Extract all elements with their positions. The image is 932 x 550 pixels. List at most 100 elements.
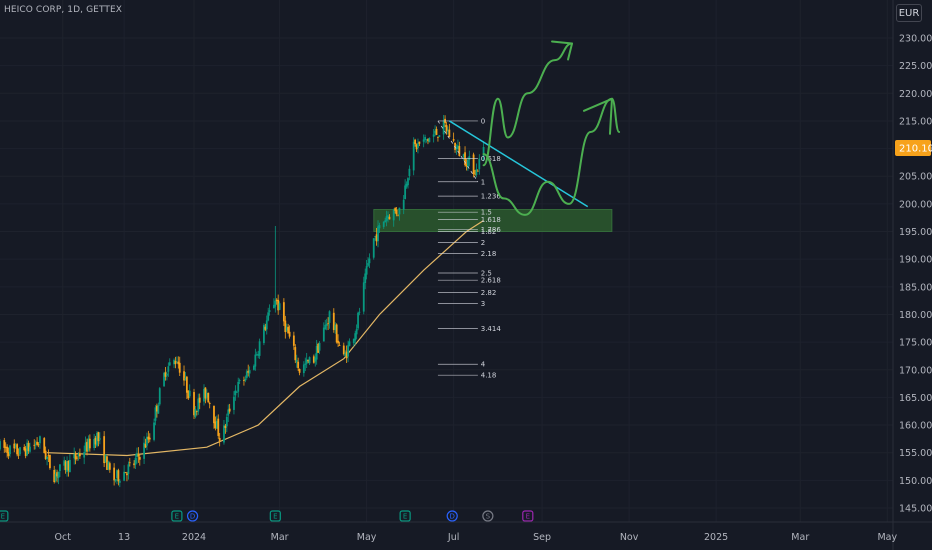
candle-body <box>472 154 475 174</box>
trendline[interactable] <box>448 120 589 208</box>
currency-button[interactable]: EUR <box>896 4 922 22</box>
candles <box>0 114 485 488</box>
candle-body <box>395 209 398 215</box>
event-marker[interactable]: E <box>0 510 9 522</box>
time-tick-label: Oct <box>55 532 72 543</box>
candle-body <box>215 420 218 429</box>
candle-body <box>288 331 291 337</box>
candle-body <box>462 154 465 157</box>
price-tick-label: 175.00 <box>899 338 932 349</box>
candle-body <box>203 388 205 402</box>
symbol-title: HEICO CORP, 1D, GETTEX <box>4 5 123 15</box>
fib-level-label: 3 <box>481 300 485 308</box>
candle-body <box>314 357 317 362</box>
candle-body <box>114 479 117 481</box>
candle-body <box>365 266 368 275</box>
last-price-label: 210.10 <box>899 144 932 155</box>
candle-body <box>318 342 321 351</box>
support-zone[interactable] <box>373 209 613 232</box>
candle-body <box>238 380 241 381</box>
candle-body <box>258 341 261 356</box>
fib-level-label: 2 <box>481 239 485 247</box>
candle-body <box>245 371 248 378</box>
candle-body <box>287 326 290 334</box>
candle-body <box>106 456 108 470</box>
candle-body <box>347 345 349 357</box>
candle-body <box>24 448 27 456</box>
time-tick-label: May <box>357 532 377 543</box>
price-tick-label: 230.00 <box>899 34 932 45</box>
candle-body <box>37 444 40 446</box>
candle-body <box>39 436 41 444</box>
time-tick-label: 13 <box>118 532 130 543</box>
candle-body <box>377 226 379 242</box>
candle-body <box>263 325 265 344</box>
candle-body <box>84 442 87 452</box>
candle-body <box>302 364 305 374</box>
arrowhead <box>551 40 574 61</box>
candle-body <box>405 183 408 187</box>
event-marker[interactable]: D <box>186 510 199 522</box>
event-marker-label: E <box>526 513 530 521</box>
candle-body <box>352 338 355 344</box>
candle-body <box>218 437 221 442</box>
event-marker[interactable]: E <box>269 510 281 522</box>
event-marker-label: S <box>486 513 491 521</box>
candle-body <box>378 225 381 229</box>
candle-body <box>382 221 385 227</box>
fib-level-label: 0 <box>481 117 485 125</box>
time-axis[interactable]: Oct 13 2024 Mar May Jul Sep Nov 2025 Mar May <box>55 532 898 543</box>
price-tick-label: 155.00 <box>899 448 932 459</box>
candle-body <box>113 467 116 481</box>
candle-body <box>372 238 375 258</box>
event-marker[interactable]: S <box>482 510 494 522</box>
candle-body <box>168 362 171 366</box>
candle-body <box>274 300 277 307</box>
candle-body <box>368 258 371 264</box>
projection-drawings[interactable] <box>482 40 621 216</box>
price-tick-label: 165.00 <box>899 393 932 404</box>
candle-body <box>304 363 307 365</box>
fib-level-label: 1 <box>481 178 485 186</box>
candle-body <box>404 185 407 200</box>
candle-body <box>247 370 250 373</box>
fib-level-label: 4.18 <box>481 372 497 380</box>
event-marker[interactable]: E <box>522 510 534 522</box>
candle-body <box>127 464 130 474</box>
support-zone-rect[interactable] <box>373 209 613 232</box>
candle-body <box>407 178 409 186</box>
candle-body <box>332 312 335 330</box>
event-marker[interactable]: D <box>446 510 458 522</box>
candle-body <box>442 120 445 135</box>
candle-body <box>234 390 237 396</box>
event-marker[interactable]: E <box>171 510 183 522</box>
candle-body <box>123 471 126 481</box>
candle-body <box>374 236 377 238</box>
candle-body <box>228 408 231 412</box>
candle-body <box>465 164 468 167</box>
candle-body <box>225 416 228 427</box>
time-tick-label: Mar <box>271 532 289 543</box>
candle-body <box>278 303 281 310</box>
fib-level-label: 2.5 <box>481 270 492 278</box>
candle-body <box>417 143 419 148</box>
event-marker[interactable]: E <box>399 510 411 522</box>
candle-body <box>435 128 438 135</box>
projection-path[interactable] <box>482 42 573 167</box>
candle-body <box>358 311 361 313</box>
price-axis[interactable]: 145.00 150.00 155.00 160.00 165.00 170.00 175.… <box>899 34 932 515</box>
candle-body <box>19 447 21 455</box>
candle-body <box>224 425 227 428</box>
trendline-line[interactable] <box>448 120 589 208</box>
candle-body <box>29 446 31 452</box>
candle-body <box>156 405 158 412</box>
candle-body <box>334 325 337 331</box>
candle-body <box>207 392 210 403</box>
candle-body <box>116 470 118 478</box>
candle-body <box>128 462 131 464</box>
candle-body <box>118 480 121 483</box>
